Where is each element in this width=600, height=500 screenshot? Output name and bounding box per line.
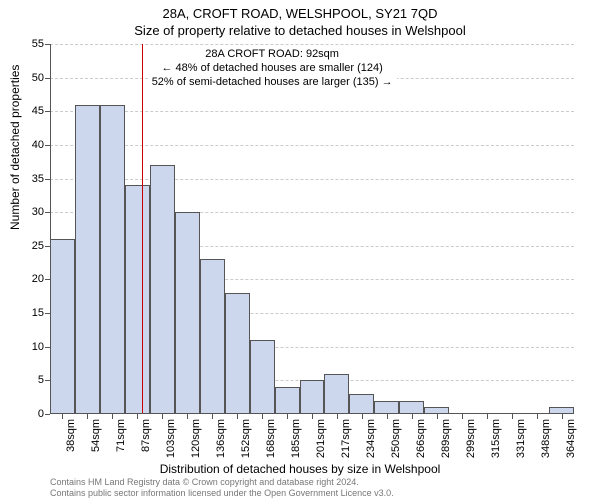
x-tick [237,414,238,419]
histogram-bar [275,387,300,414]
x-tick [112,414,113,419]
x-tick [462,414,463,419]
x-tick [412,414,413,419]
y-tick-label: 15 [20,307,44,319]
y-tick-label: 45 [20,105,44,117]
chart-plot-area: 38sqm54sqm71sqm87sqm103sqm120sqm136sqm15… [50,44,574,414]
histogram-bar [349,394,374,414]
x-tick [487,414,488,419]
histogram-bar [150,165,175,414]
x-tick-label: 289sqm [440,419,452,458]
x-tick [212,414,213,419]
y-tick-label: 25 [20,240,44,252]
x-tick-label: 38sqm [65,419,77,452]
annotation-line: 52% of semi-detached houses are larger (… [152,76,393,90]
y-tick-label: 50 [20,72,44,84]
histogram-bar [300,380,325,414]
reference-line [142,44,143,414]
y-tick-label: 55 [20,38,44,50]
copyright-text: Contains HM Land Registry data © Crown c… [50,477,394,498]
x-tick-label: 315sqm [490,419,502,458]
annotation-box: 28A CROFT ROAD: 92sqm← 48% of detached h… [148,46,397,91]
y-tick-label: 30 [20,206,44,218]
annotation-line: 28A CROFT ROAD: 92sqm [152,48,393,62]
x-axis-label: Distribution of detached houses by size … [0,462,600,476]
x-tick [337,414,338,419]
histogram-bar [200,259,225,414]
chart-address-title: 28A, CROFT ROAD, WELSHPOOL, SY21 7QD [0,0,600,21]
histogram-bar [250,340,275,414]
x-tick-label: 168sqm [265,419,277,458]
histogram-bar [100,105,125,414]
y-tick-label: 5 [20,374,44,386]
histogram-bar [399,401,424,414]
x-tick [62,414,63,419]
grid-line [50,179,574,180]
y-tick-label: 20 [20,273,44,285]
x-tick [312,414,313,419]
copyright-line-2: Contains public sector information licen… [50,488,394,498]
x-tick-label: 87sqm [140,419,152,452]
x-tick [287,414,288,419]
x-tick-label: 120sqm [190,419,202,458]
x-tick-label: 234sqm [365,419,377,458]
x-tick-label: 331sqm [515,419,527,458]
grid-line [50,145,574,146]
x-tick-label: 364sqm [565,419,577,458]
x-tick [87,414,88,419]
chart-subtitle: Size of property relative to detached ho… [0,21,600,38]
y-tick-label: 10 [20,341,44,353]
histogram-bar [374,401,399,414]
x-tick [512,414,513,419]
x-tick [162,414,163,419]
x-tick-label: 217sqm [340,419,352,458]
x-tick-label: 201sqm [315,419,327,458]
x-tick-label: 250sqm [390,419,402,458]
x-tick [137,414,138,419]
copyright-line-1: Contains HM Land Registry data © Crown c… [50,477,394,487]
x-tick-label: 54sqm [90,419,102,452]
histogram-bar [125,185,150,414]
grid-line [50,44,574,45]
x-tick-label: 71sqm [115,419,127,452]
x-tick [437,414,438,419]
annotation-line: ← 48% of detached houses are smaller (12… [152,62,393,76]
y-axis-line [50,44,51,414]
y-tick-label: 35 [20,173,44,185]
histogram-bar [75,105,100,414]
y-tick [45,414,50,415]
x-tick [362,414,363,419]
x-axis-line [50,413,574,414]
histogram-bar [175,212,200,414]
histogram-bar [324,374,349,414]
x-tick-label: 103sqm [165,419,177,458]
x-tick-label: 185sqm [290,419,302,458]
x-tick-label: 136sqm [215,419,227,458]
histogram-bar [225,293,250,414]
x-tick-label: 266sqm [415,419,427,458]
x-tick-label: 152sqm [240,419,252,458]
histogram-bar [50,239,75,414]
x-tick-label: 348sqm [540,419,552,458]
x-tick [562,414,563,419]
x-tick [387,414,388,419]
y-tick-label: 40 [20,139,44,151]
x-tick [262,414,263,419]
y-tick-label: 0 [20,408,44,420]
x-tick-label: 299sqm [465,419,477,458]
x-tick [187,414,188,419]
grid-line [50,111,574,112]
x-tick [537,414,538,419]
